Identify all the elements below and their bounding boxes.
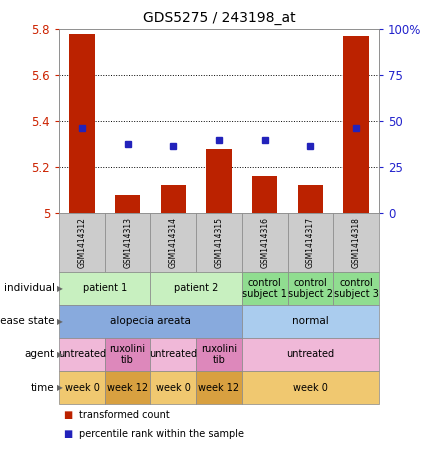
Text: ruxolini
tib: ruxolini tib — [110, 344, 146, 365]
Bar — [161, 185, 186, 213]
Text: ▶: ▶ — [57, 317, 63, 326]
Bar — [242, 305, 379, 338]
Text: untreated: untreated — [286, 349, 335, 360]
Bar — [59, 272, 151, 305]
Bar — [196, 338, 242, 371]
Bar — [151, 272, 242, 305]
Text: percentile rank within the sample: percentile rank within the sample — [79, 429, 244, 439]
Text: GSM1414316: GSM1414316 — [260, 217, 269, 268]
Bar — [105, 213, 151, 272]
Bar — [242, 272, 287, 305]
Bar — [242, 371, 379, 404]
Text: GSM1414318: GSM1414318 — [352, 217, 360, 268]
Text: patient 1: patient 1 — [83, 283, 127, 294]
Text: GSM1414314: GSM1414314 — [169, 217, 178, 268]
Text: ruxolini
tib: ruxolini tib — [201, 344, 237, 365]
Bar — [151, 371, 196, 404]
Text: control
subject 2: control subject 2 — [288, 278, 333, 299]
Text: patient 2: patient 2 — [174, 283, 219, 294]
Bar — [333, 213, 379, 272]
Text: GSM1414312: GSM1414312 — [78, 217, 86, 268]
Text: time: time — [31, 382, 55, 393]
Bar — [59, 371, 105, 404]
Text: week 12: week 12 — [107, 382, 148, 393]
Bar — [115, 195, 140, 213]
Text: ▶: ▶ — [57, 350, 63, 359]
Text: untreated: untreated — [149, 349, 198, 360]
Text: disease state: disease state — [0, 316, 55, 327]
Bar — [343, 36, 369, 213]
Text: alopecia areata: alopecia areata — [110, 316, 191, 327]
Bar — [59, 305, 242, 338]
Bar — [333, 272, 379, 305]
Bar — [59, 338, 105, 371]
Text: ■: ■ — [64, 410, 73, 420]
Bar — [105, 338, 151, 371]
Bar — [287, 213, 333, 272]
Text: agent: agent — [25, 349, 55, 360]
Bar — [151, 213, 196, 272]
Text: week 0: week 0 — [293, 382, 328, 393]
Bar — [196, 213, 242, 272]
Bar — [287, 272, 333, 305]
Bar — [298, 185, 323, 213]
Text: GSM1414313: GSM1414313 — [123, 217, 132, 268]
Text: week 12: week 12 — [198, 382, 240, 393]
Text: ▶: ▶ — [57, 284, 63, 293]
Text: ■: ■ — [64, 429, 73, 439]
Bar — [151, 338, 196, 371]
Text: untreated: untreated — [58, 349, 106, 360]
Text: week 0: week 0 — [156, 382, 191, 393]
Bar — [252, 176, 277, 213]
Bar — [69, 34, 95, 213]
Text: week 0: week 0 — [64, 382, 99, 393]
Bar — [59, 213, 105, 272]
Bar — [196, 371, 242, 404]
Bar — [105, 371, 151, 404]
Text: individual: individual — [4, 283, 55, 294]
Bar — [242, 338, 379, 371]
Text: ▶: ▶ — [57, 383, 63, 392]
Text: control
subject 3: control subject 3 — [334, 278, 378, 299]
Text: GSM1414317: GSM1414317 — [306, 217, 315, 268]
Text: GSM1414315: GSM1414315 — [215, 217, 223, 268]
Bar — [206, 149, 232, 213]
Text: transformed count: transformed count — [79, 410, 170, 420]
Bar — [242, 213, 287, 272]
Text: control
subject 1: control subject 1 — [242, 278, 287, 299]
Text: normal: normal — [292, 316, 329, 327]
Text: GDS5275 / 243198_at: GDS5275 / 243198_at — [143, 11, 295, 25]
